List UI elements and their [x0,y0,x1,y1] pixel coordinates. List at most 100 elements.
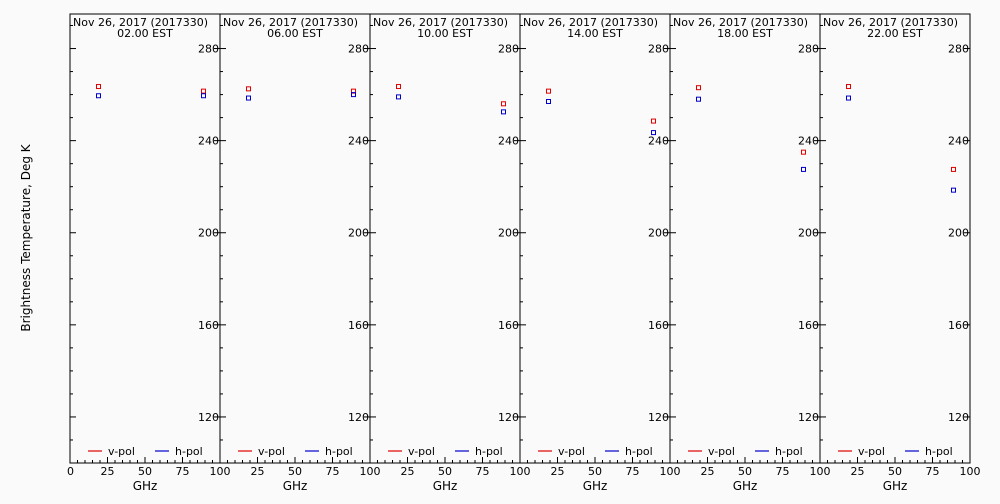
x-tick-label: 50 [438,465,452,478]
legend-label-v-pol: v-pol [408,445,435,458]
x-tick-label: 25 [851,465,865,478]
x-tick-label: 100 [960,465,981,478]
data-point-h-pol [696,96,701,102]
x-tick-label: 25 [701,465,715,478]
y-tick-label: 280 [198,43,219,56]
y-tick-label: 240 [798,135,819,148]
legend-label-h-pol: h-pol [775,445,803,458]
x-tick-label: 100 [810,465,831,478]
x-tick-label: 25 [551,465,565,478]
y-tick-label: 120 [948,411,969,424]
panel-time: 02.00 EST [117,27,173,40]
data-point-v-pol [396,84,401,90]
data-point-h-pol [501,109,506,115]
data-point-v-pol [96,84,101,90]
x-axis-label: GHz [883,479,908,493]
data-point-v-pol [351,88,356,94]
legend-label-h-pol: h-pol [625,445,653,458]
y-tick-label: 200 [198,227,219,240]
x-tick-label: 25 [251,465,265,478]
panel-time: 06.00 EST [267,27,323,40]
y-tick-label: 200 [498,227,519,240]
y-tick-label: 240 [498,135,519,148]
legend-label-h-pol: h-pol [475,445,503,458]
x-axis-label: GHz [433,479,458,493]
y-tick-label: 160 [798,319,819,332]
x-tick-label: 100 [210,465,231,478]
y-tick-label: 240 [348,135,369,148]
y-tick-label: 120 [498,411,519,424]
y-tick-label: 240 [198,135,219,148]
x-tick-label: 25 [101,465,115,478]
legend-label-h-pol: h-pol [325,445,353,458]
legend-label-v-pol: v-pol [558,445,585,458]
legend-label-v-pol: v-pol [858,445,885,458]
x-tick-label: 50 [588,465,602,478]
data-point-h-pol [246,95,251,101]
x-axis-label: GHz [133,479,158,493]
x-tick-label: 75 [776,465,790,478]
data-point-v-pol [546,88,551,94]
y-tick-label: 200 [798,227,819,240]
data-point-v-pol [696,85,701,91]
y-tick-label: 280 [348,43,369,56]
data-point-h-pol [96,93,101,99]
x-tick-label: 50 [138,465,152,478]
x-tick-label: 100 [510,465,531,478]
y-tick-label: 120 [798,411,819,424]
x-axis-label: GHz [733,479,758,493]
y-tick-label: 160 [948,319,969,332]
y-axis-label: Brightness Temperature, Deg K [19,143,33,331]
y-tick-label: 120 [198,411,219,424]
panel-time: 14.00 EST [567,27,623,40]
data-point-h-pol [396,94,401,100]
panel-date: Nov 26, 2017 (2017330) [223,16,358,29]
x-axis-label: GHz [283,479,308,493]
legend-label-v-pol: v-pol [708,445,735,458]
data-point-h-pol [651,130,656,136]
y-tick-label: 160 [648,319,669,332]
data-point-v-pol [246,86,251,92]
panel-date: Nov 26, 2017 (2017330) [373,16,508,29]
y-tick-label: 120 [348,411,369,424]
x-tick-label: 50 [888,465,902,478]
data-point-h-pol [951,187,956,193]
y-tick-label: 200 [648,227,669,240]
y-tick-label: 280 [798,43,819,56]
panel-time: 18.00 EST [717,27,773,40]
data-point-h-pol [351,92,356,98]
legend-label-h-pol: h-pol [175,445,203,458]
data-point-v-pol [501,101,506,107]
data-point-h-pol [846,95,851,101]
x-tick-label: 100 [360,465,381,478]
legend-label-v-pol: v-pol [258,445,285,458]
data-point-v-pol [801,149,806,155]
x-tick-label: 100 [660,465,681,478]
panel-date: Nov 26, 2017 (2017330) [823,16,958,29]
y-tick-label: 280 [948,43,969,56]
data-point-h-pol [201,93,206,99]
legend-label-v-pol: v-pol [108,445,135,458]
y-tick-label: 160 [348,319,369,332]
y-tick-label: 280 [648,43,669,56]
x-tick-label: 0 [67,465,74,478]
y-tick-label: 200 [948,227,969,240]
panel-date: Nov 26, 2017 (2017330) [673,16,808,29]
y-tick-label: 200 [348,227,369,240]
data-point-v-pol [846,84,851,90]
x-tick-label: 75 [926,465,940,478]
y-tick-label: 240 [648,135,669,148]
y-tick-label: 240 [948,135,969,148]
y-tick-label: 160 [498,319,519,332]
x-tick-label: 75 [326,465,340,478]
legend-label-h-pol: h-pol [925,445,953,458]
x-axis-label: GHz [583,479,608,493]
y-tick-label: 160 [198,319,219,332]
y-tick-label: 280 [498,43,519,56]
x-tick-label: 75 [176,465,190,478]
x-tick-label: 75 [626,465,640,478]
data-point-h-pol [546,98,551,104]
panel-time: 22.00 EST [867,27,923,40]
